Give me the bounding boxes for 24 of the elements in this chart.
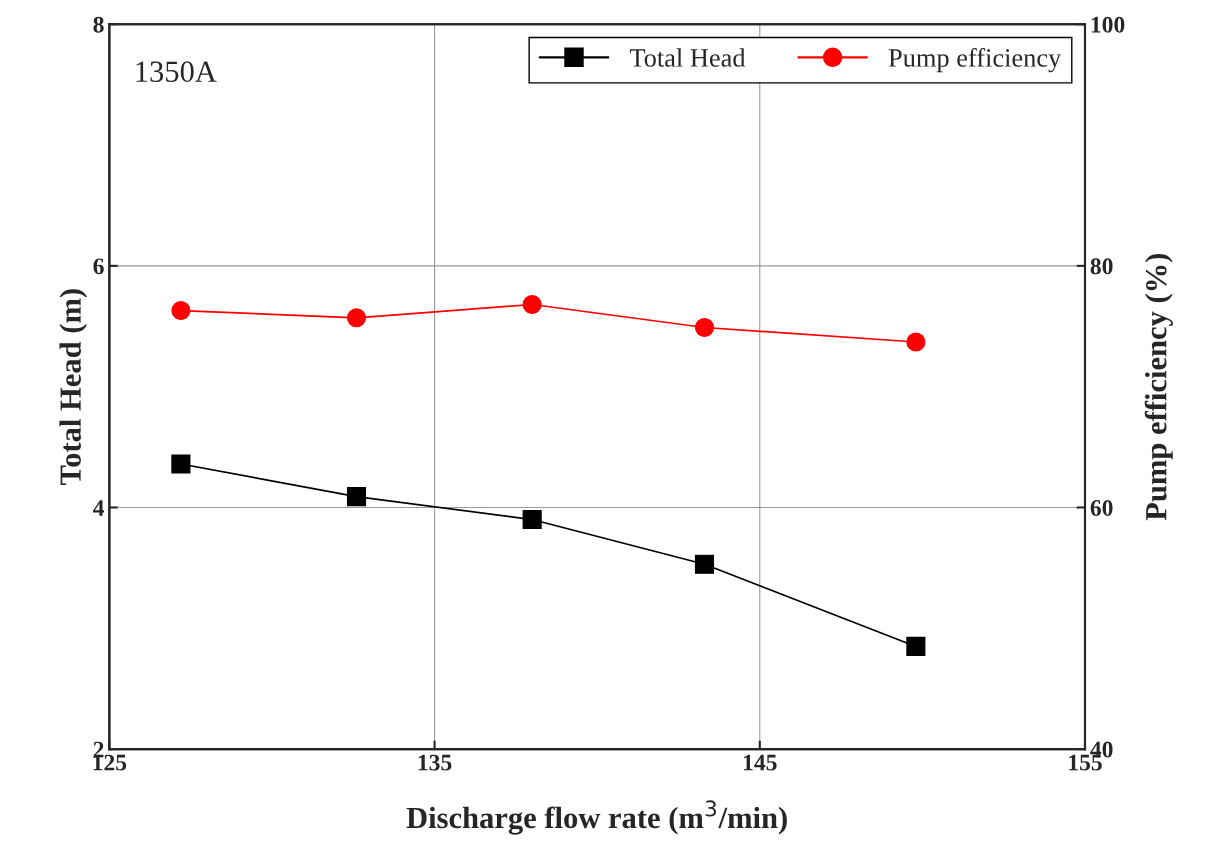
y-tick-label: 8 <box>93 16 104 33</box>
point <box>522 294 542 315</box>
y-tick-label: 6 <box>93 258 104 275</box>
legend-label: Pump efficiency <box>888 48 1062 73</box>
point <box>171 454 191 474</box>
x-tick-label: 135 <box>418 754 452 771</box>
y2-tick-label: 100 <box>1091 16 1125 33</box>
x-tick-label: 145 <box>743 754 777 771</box>
y2-tick-label: 80 <box>1090 258 1113 275</box>
point <box>346 308 367 328</box>
point <box>346 487 367 507</box>
point <box>906 332 926 352</box>
y2-axis-title: Pump efficiency (%) <box>1144 253 1173 521</box>
point <box>522 510 542 530</box>
y2-tick-label: 60 <box>1090 499 1113 516</box>
x-axis-title: Discharge flow rate (m$^{3}$/min) <box>406 800 787 835</box>
y-tick-label: 4 <box>93 500 105 516</box>
point <box>171 301 191 321</box>
point <box>694 554 715 574</box>
legend-label: Total Head <box>629 48 746 67</box>
annotation: 1350A <box>136 61 217 82</box>
point <box>694 317 715 338</box>
point <box>906 636 926 656</box>
y-axis-title: Total Head (m) <box>59 289 88 485</box>
